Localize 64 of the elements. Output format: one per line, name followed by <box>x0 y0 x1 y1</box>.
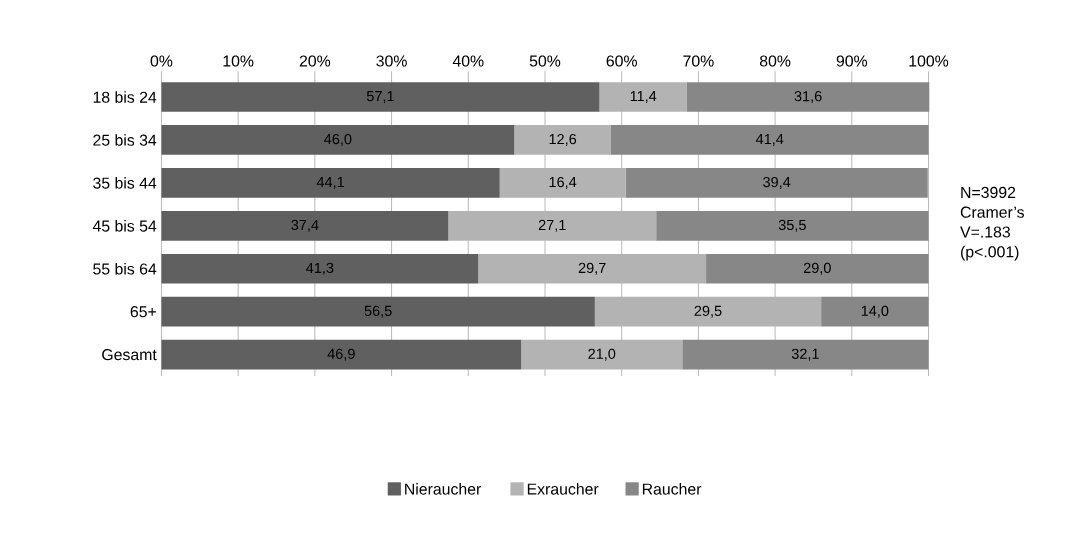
data-label: 31,6 <box>794 90 822 103</box>
bar <box>161 253 479 284</box>
y-tick-label: Gesamt <box>102 348 157 361</box>
bar <box>161 167 500 198</box>
bar <box>161 339 522 370</box>
bar <box>594 296 822 327</box>
bar <box>161 296 595 327</box>
data-label: 16,4 <box>549 176 577 189</box>
data-label: 41,3 <box>306 262 334 275</box>
data-label: 44,1 <box>316 176 345 189</box>
bar <box>682 339 929 370</box>
legend-label: Exraucher <box>527 482 599 495</box>
y-tick-label: 25 bis 34 <box>93 133 157 146</box>
data-label: 39,4 <box>763 176 791 189</box>
data-label: 37,4 <box>291 219 319 232</box>
bar <box>625 167 928 198</box>
x-tick-label: 100% <box>909 55 949 67</box>
data-label: 41,4 <box>755 133 784 146</box>
text: N=3992 Cramer’s V=.183 (p<.001) <box>960 186 1024 261</box>
x-tick-label: 90% <box>836 55 868 67</box>
bar <box>161 210 449 241</box>
bar <box>514 124 611 155</box>
bar <box>161 81 600 112</box>
data-label: 57,1 <box>366 90 394 103</box>
bar <box>599 81 687 112</box>
bar <box>448 210 657 241</box>
bar <box>706 253 929 284</box>
x-tick-label: 80% <box>759 55 791 67</box>
bar <box>478 253 707 284</box>
x-tick-label: 60% <box>606 55 637 67</box>
y-tick-label: 35 bis 44 <box>93 176 157 189</box>
data-label: 29,0 <box>803 262 831 275</box>
x-tick-label: 0% <box>150 55 173 67</box>
y-tick-label: 45 bis 54 <box>92 219 157 232</box>
data-label: 29,5 <box>694 305 722 318</box>
y-tick-label: 18 bis 24 <box>93 91 157 103</box>
data-label: 21,0 <box>588 348 616 361</box>
data-label: 11,4 <box>630 90 657 103</box>
data-label: 35,5 <box>778 219 806 232</box>
bar <box>610 124 929 155</box>
x-tick-label: 10% <box>223 55 254 67</box>
bar <box>686 81 930 112</box>
bar <box>821 296 929 327</box>
x-tick-label: 40% <box>452 55 484 67</box>
data-label: 14,0 <box>861 305 889 318</box>
bar <box>161 124 515 155</box>
data-label: 56,5 <box>364 305 392 318</box>
legend-label: Raucher <box>642 482 702 495</box>
bar <box>499 167 626 198</box>
y-tick-label: 55 bis 64 <box>93 262 157 275</box>
y-tick-label: 65+ <box>130 305 156 318</box>
data-label: 46,0 <box>324 133 352 146</box>
legend-label: Nieraucher <box>405 482 482 495</box>
data-label: 12,6 <box>549 133 577 146</box>
x-tick-label: 50% <box>529 55 561 67</box>
x-tick-label: 70% <box>683 55 714 67</box>
bar <box>521 339 683 370</box>
data-label: 46,9 <box>327 348 355 361</box>
x-tick-label: 30% <box>376 55 407 67</box>
data-label: 27,1 <box>538 219 566 232</box>
bar <box>656 210 929 241</box>
data-label: 29,7 <box>578 262 606 275</box>
data-label: 32,1 <box>791 348 819 361</box>
x-tick-label: 20% <box>299 55 331 67</box>
